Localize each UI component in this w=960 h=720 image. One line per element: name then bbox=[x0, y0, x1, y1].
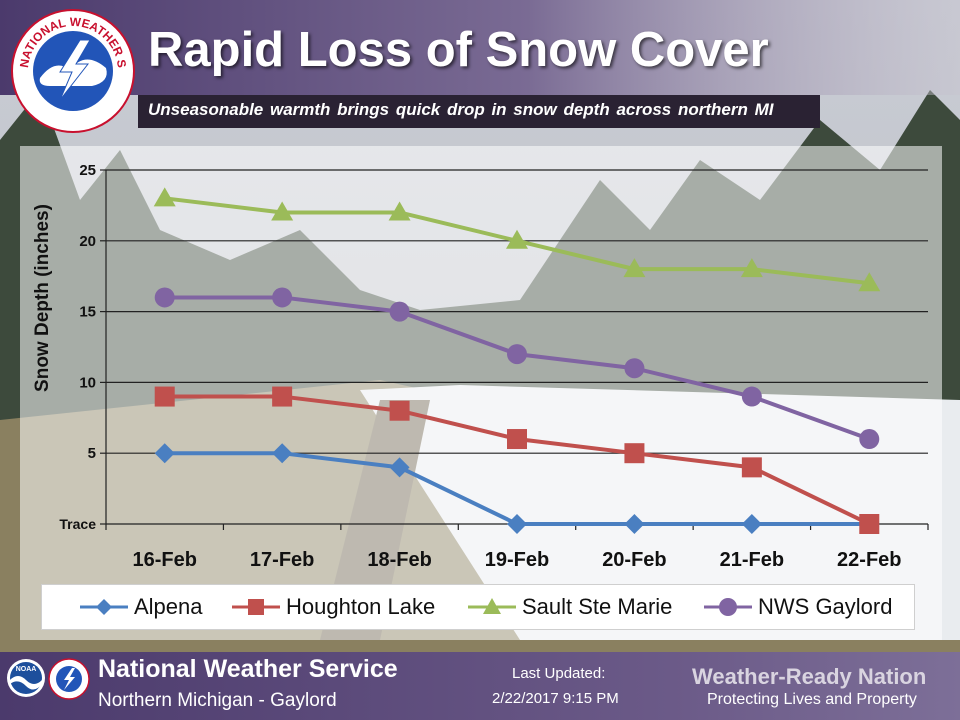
page-subtitle: Unseasonable warmth brings quick drop in… bbox=[148, 100, 774, 119]
series-line bbox=[164, 394, 871, 526]
data-point bbox=[389, 457, 410, 478]
nws-logo-icon: NATIONAL WEATHER SERVICE bbox=[10, 8, 135, 133]
series-houghton-lake bbox=[154, 386, 880, 534]
data-point bbox=[624, 514, 645, 534]
series-line bbox=[164, 295, 870, 441]
y-tick-label: Trace bbox=[59, 516, 96, 532]
footer-office-name: Northern Michigan - Gaylord bbox=[98, 690, 337, 711]
x-tick-label: 16-Feb bbox=[132, 549, 196, 571]
y-tick-labels: Trace 5 10 15 20 25 bbox=[59, 162, 96, 532]
legend-item-nws-gaylord: NWS Gaylord bbox=[698, 594, 892, 620]
weather-ready-tagline: Protecting Lives and Property bbox=[707, 691, 917, 708]
data-point bbox=[389, 400, 410, 421]
data-point bbox=[859, 429, 880, 450]
data-point bbox=[272, 386, 293, 407]
title-banner bbox=[0, 0, 960, 95]
data-point bbox=[154, 287, 175, 308]
x-tick-label: 19-Feb bbox=[485, 549, 549, 571]
nws-small-logo-icon bbox=[48, 658, 90, 700]
y-tick-label: 5 bbox=[88, 445, 96, 462]
last-updated-label: Last Updated: bbox=[512, 665, 606, 682]
snow-depth-chart: Trace 5 10 15 20 25 16-Feb 17-Feb 18-Feb 19-Feb 2… bbox=[32, 162, 929, 571]
data-point bbox=[624, 443, 645, 464]
data-point bbox=[624, 358, 645, 379]
data-point bbox=[388, 201, 411, 221]
data-point bbox=[859, 514, 880, 534]
weather-ready-nation-label: Weather-Ready Nation bbox=[692, 664, 927, 689]
y-tick-label: 15 bbox=[79, 304, 96, 321]
data-point bbox=[507, 344, 527, 365]
data-point bbox=[389, 301, 410, 322]
legend-label: NWS Gaylord bbox=[758, 594, 893, 619]
footer-banner bbox=[0, 652, 960, 720]
legend-label: Alpena bbox=[134, 594, 203, 619]
x-tick-label: 21-Feb bbox=[720, 549, 784, 571]
legend-label: Houghton Lake bbox=[286, 594, 436, 619]
legend-label: Sault Ste Marie bbox=[522, 594, 673, 619]
last-updated-value: 2/22/2017 9:15 PM bbox=[492, 690, 619, 707]
chart-series bbox=[153, 187, 881, 534]
data-point bbox=[623, 258, 646, 278]
data-point bbox=[506, 229, 528, 249]
page-title: Rapid Loss of Snow Cover bbox=[148, 23, 769, 77]
data-point bbox=[154, 386, 175, 407]
y-tick-label: 10 bbox=[79, 374, 96, 391]
data-point bbox=[740, 258, 763, 278]
data-point bbox=[741, 514, 762, 534]
x-tick-labels: 16-Feb 17-Feb 18-Feb 19-Feb 20-Feb 21-Feb 22-F… bbox=[132, 549, 901, 571]
legend-item-sault-ste-marie: Sault Ste Marie bbox=[462, 594, 672, 620]
y-tick-label: 25 bbox=[79, 162, 96, 179]
y-tick-label: 20 bbox=[79, 233, 96, 250]
x-tick-label: 22-Feb bbox=[837, 549, 901, 571]
data-point bbox=[858, 272, 881, 292]
data-point bbox=[154, 443, 175, 464]
series-alpena bbox=[154, 443, 880, 534]
noaa-logo-icon: NOAA bbox=[7, 659, 45, 697]
x-tick-label: 18-Feb bbox=[367, 549, 431, 571]
legend-item-alpena: Alpena bbox=[74, 594, 203, 620]
series-sault-ste-marie bbox=[153, 187, 881, 292]
data-point bbox=[272, 287, 293, 308]
legend-item-houghton-lake: Houghton Lake bbox=[226, 594, 435, 620]
data-point bbox=[272, 443, 293, 464]
footer-org-name: National Weather Service bbox=[98, 655, 398, 683]
y-axis-label: Snow Depth (inches) bbox=[32, 204, 53, 392]
series-line bbox=[164, 451, 870, 526]
noaa-text: NOAA bbox=[16, 666, 37, 673]
chart-legend: Alpena Houghton Lake Sault Ste Marie NWS… bbox=[41, 584, 915, 630]
data-point bbox=[741, 386, 762, 407]
x-tick-label: 17-Feb bbox=[250, 549, 314, 571]
subtitle-banner bbox=[138, 95, 820, 128]
data-point bbox=[507, 514, 527, 534]
data-point bbox=[741, 457, 762, 478]
data-point bbox=[153, 187, 176, 207]
series-nws-gaylord bbox=[154, 287, 880, 450]
data-point bbox=[507, 429, 527, 450]
data-point bbox=[271, 201, 294, 221]
x-tick-label: 20-Feb bbox=[602, 549, 666, 571]
